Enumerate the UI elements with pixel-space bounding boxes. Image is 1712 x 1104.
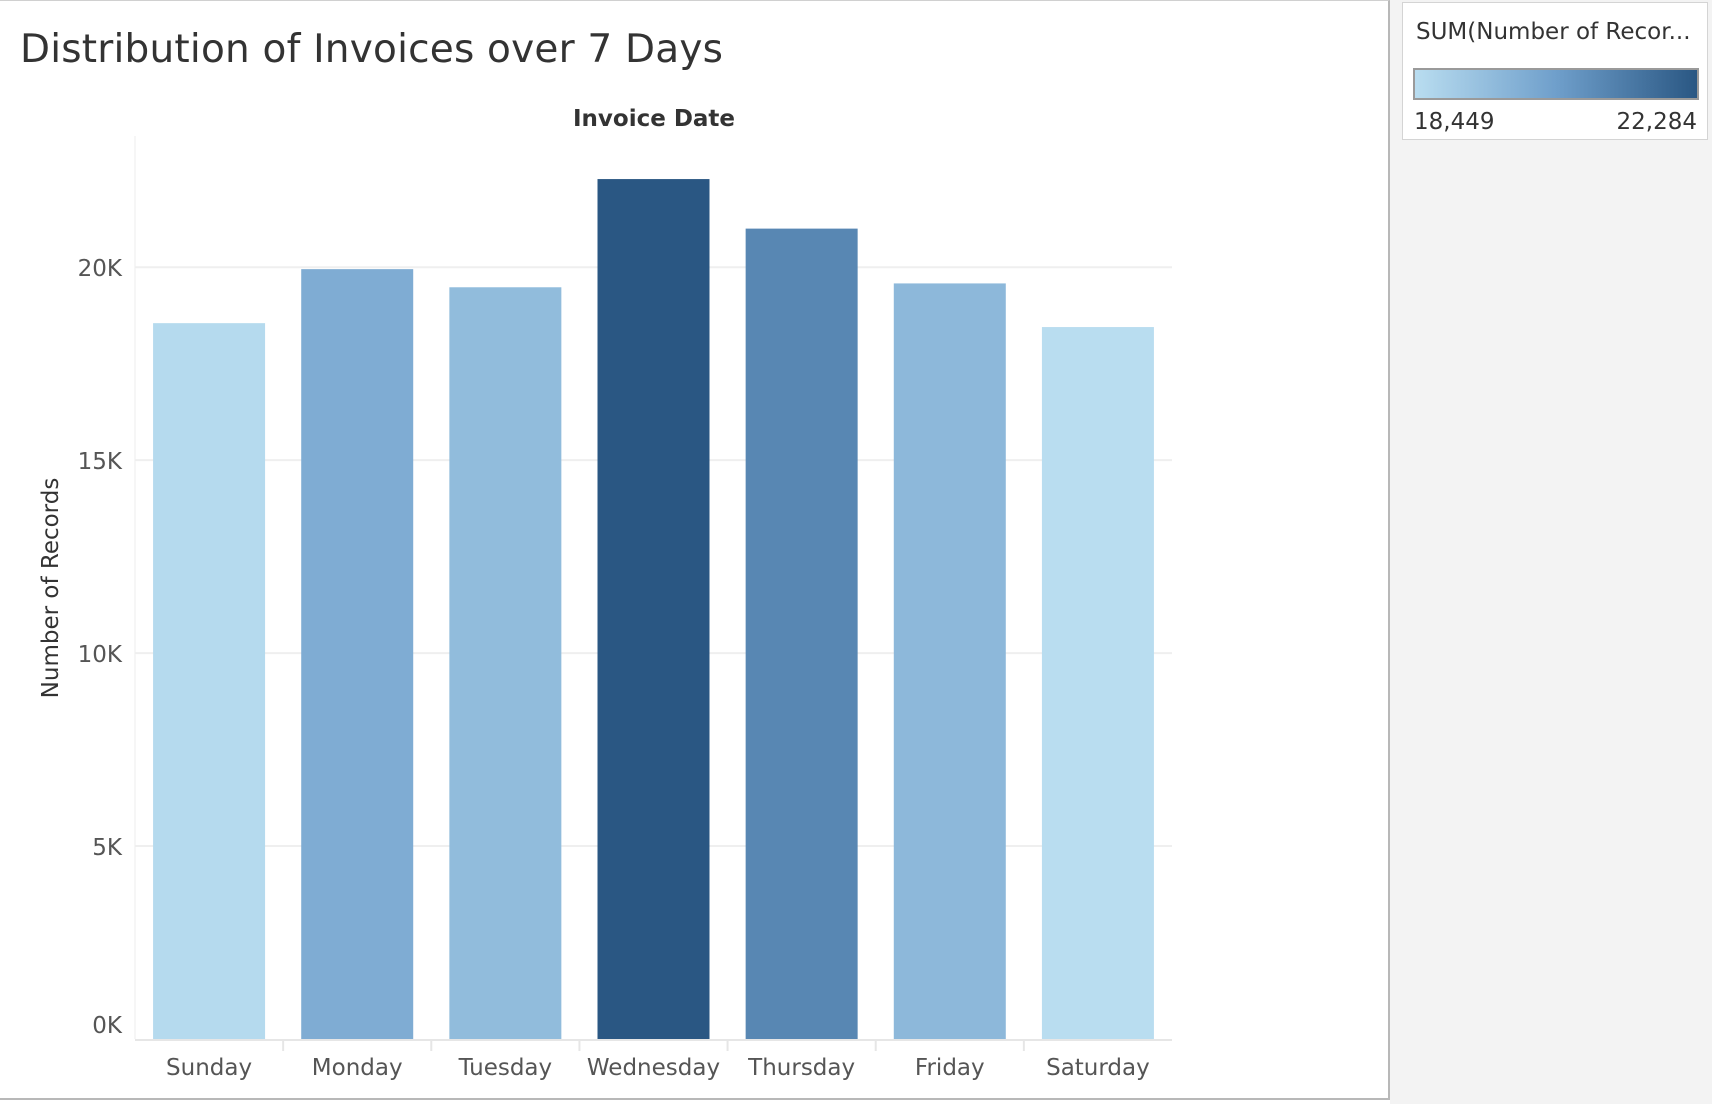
bar-sunday	[153, 323, 266, 1039]
x-tick-label: Thursday	[747, 1055, 855, 1081]
legend-color-ramp	[1413, 68, 1699, 100]
color-legend[interactable]: SUM(Number of Recor... 18,449 22,284	[1402, 2, 1708, 140]
legend-min-label: 18,449	[1414, 109, 1495, 135]
x-tick-label: Saturday	[1046, 1055, 1150, 1081]
y-tick-label: 10K	[78, 642, 123, 668]
bar-chart: 0K 5K 10K 15K 20K Invoice Date Number of Recor…	[38, 106, 1172, 1081]
x-tick-label: Wednesday	[587, 1055, 720, 1081]
bar-tuesday	[449, 287, 562, 1039]
x-tick-label: Sunday	[166, 1055, 252, 1081]
legend-title: SUM(Number of Recor...	[1416, 19, 1691, 45]
bar-friday	[893, 283, 1006, 1039]
chart-title: Distribution of Invoices over 7 Days	[20, 27, 724, 72]
worksheet: Distribution of Invoices over 7 Days 0K 5…	[0, 0, 1390, 1100]
x-tick-label: Monday	[312, 1055, 403, 1081]
legend-max-label: 22,284	[1616, 109, 1697, 135]
x-tick-label: Tuesday	[458, 1055, 553, 1081]
y-tick-label: 5K	[92, 835, 123, 861]
bar-monday	[301, 269, 414, 1039]
y-tick-label: 15K	[78, 449, 123, 475]
bar-saturday	[1041, 327, 1154, 1039]
bar-thursday	[745, 228, 858, 1040]
bar-wednesday	[597, 179, 710, 1039]
legend-panel: SUM(Number of Recor... 18,449 22,284	[1390, 0, 1712, 1104]
y-axis-title: Number of Records	[38, 478, 64, 699]
column-header: Invoice Date	[573, 106, 735, 132]
x-tick-label: Friday	[915, 1055, 985, 1081]
y-tick-label: 20K	[78, 256, 123, 282]
y-tick-label: 0K	[92, 1013, 123, 1039]
